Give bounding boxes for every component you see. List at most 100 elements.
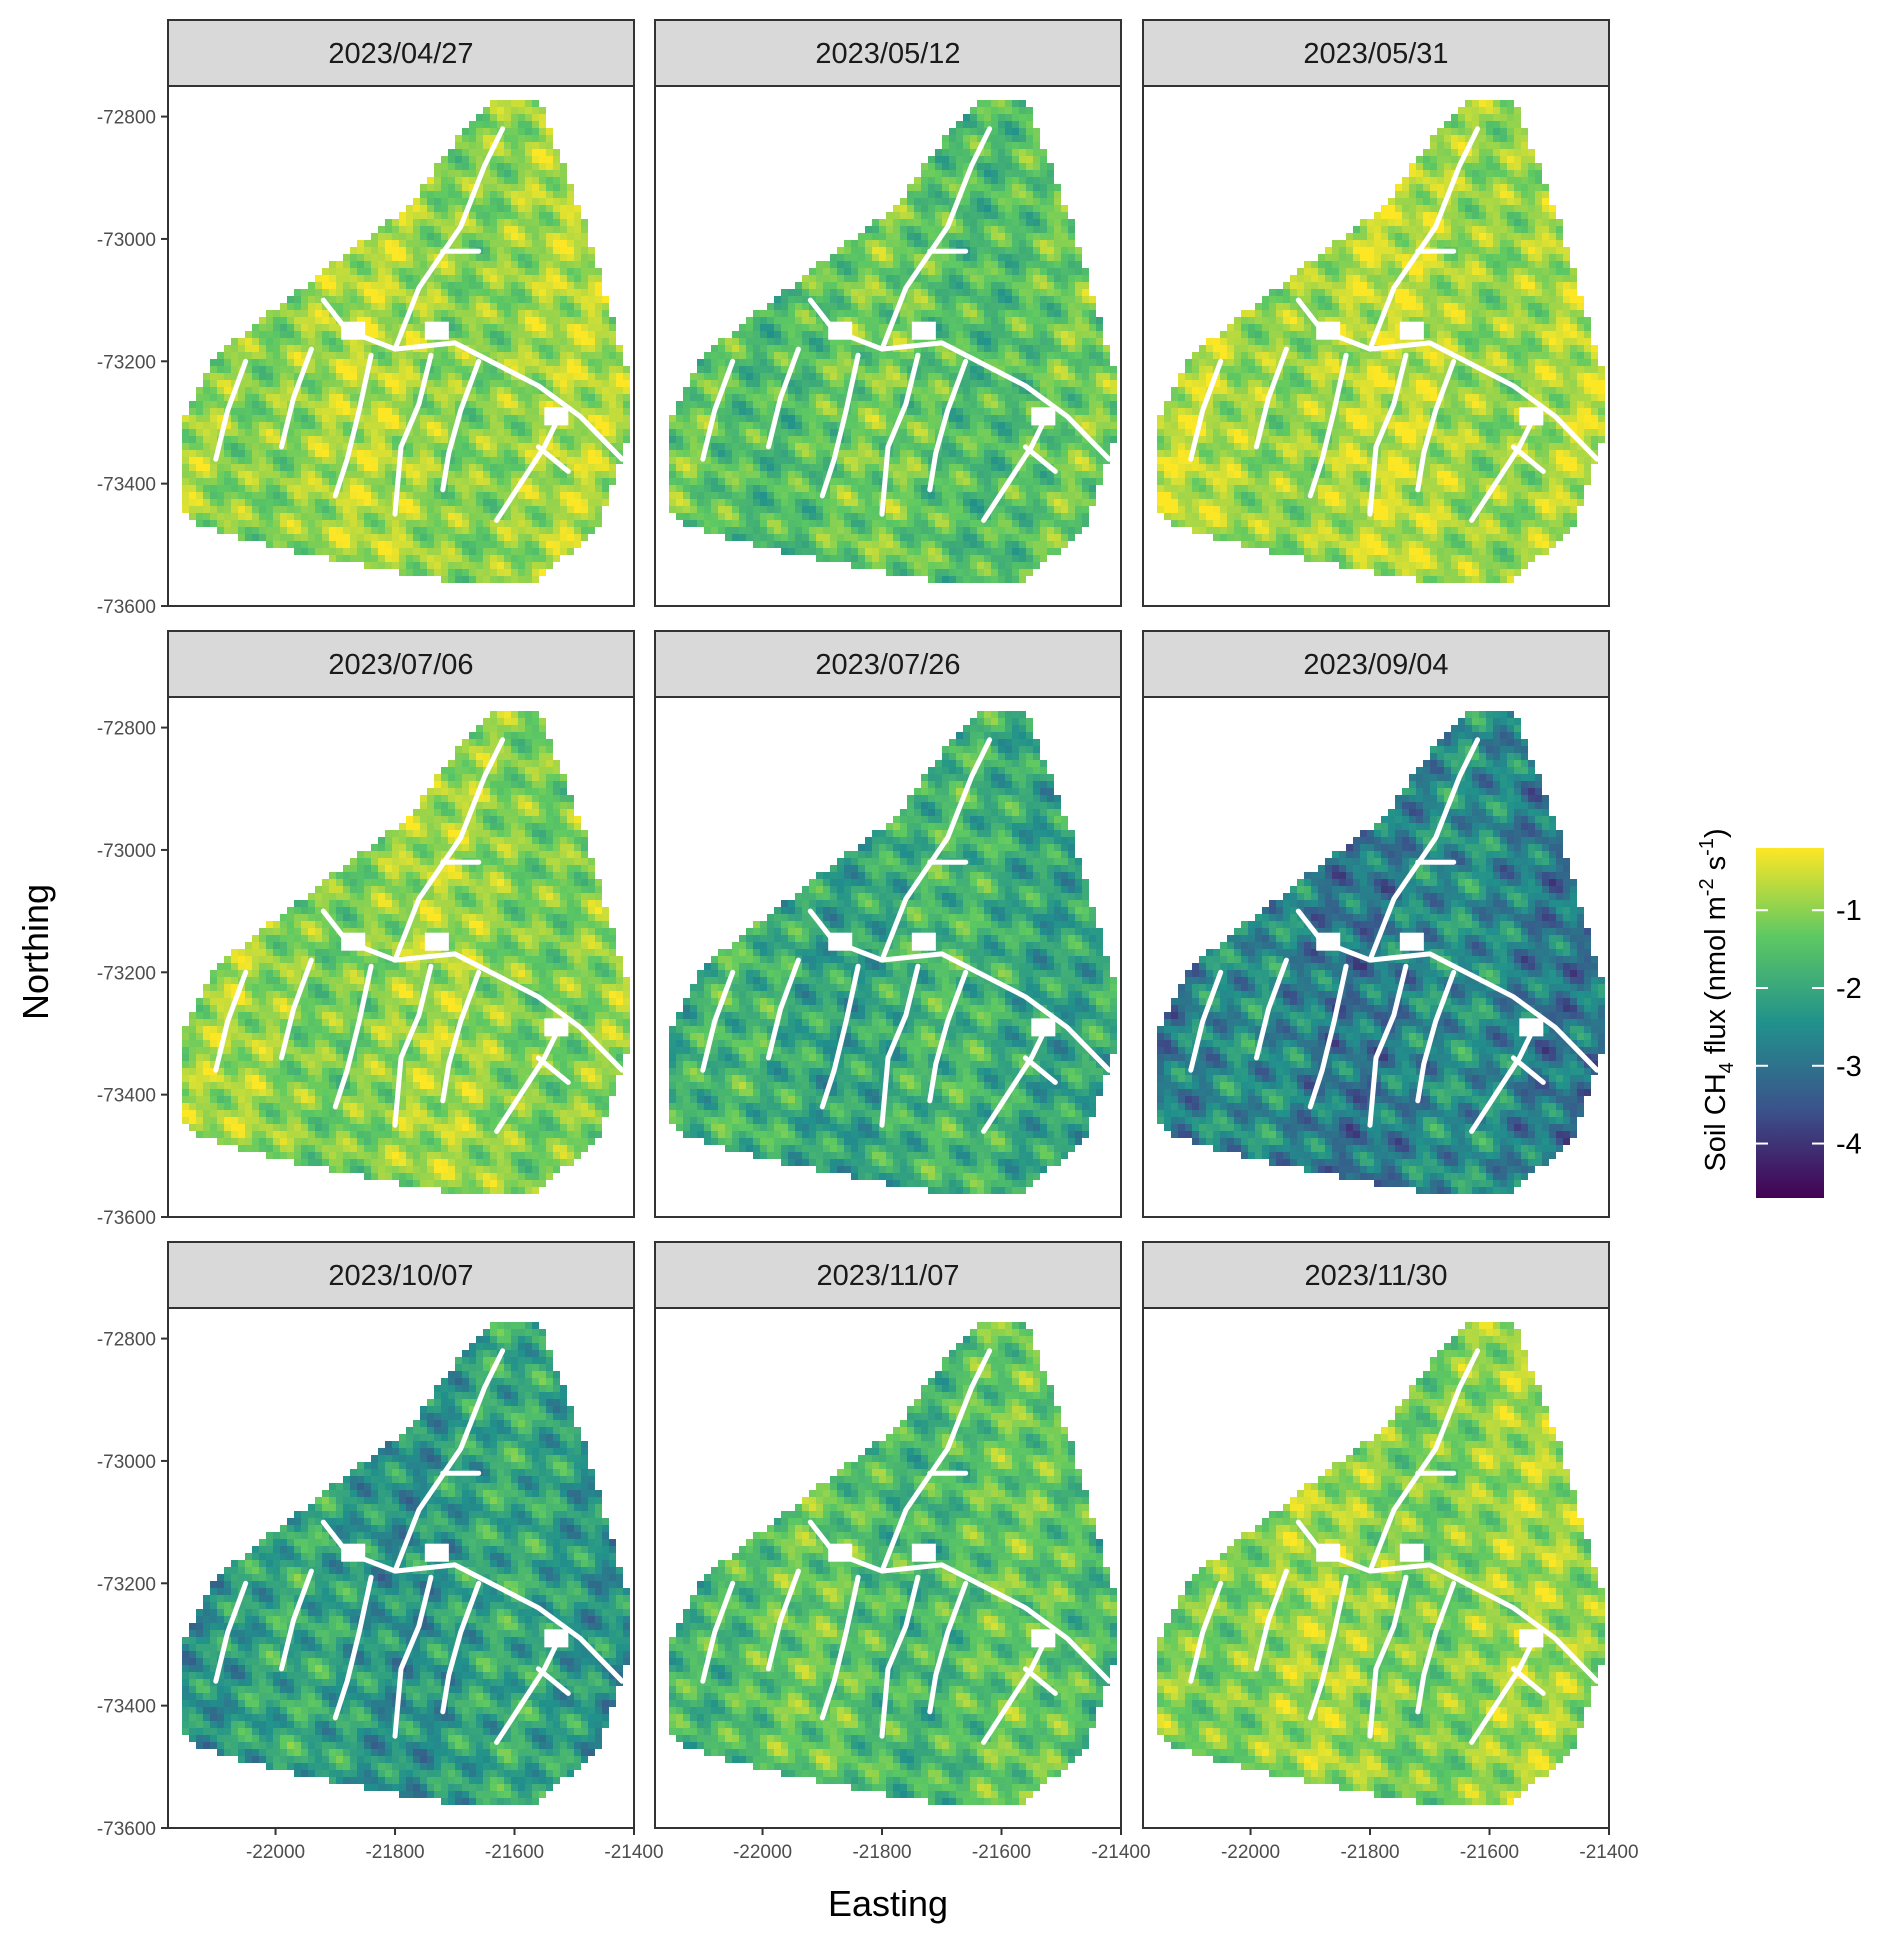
raster-cell (483, 107, 490, 114)
raster-cell (532, 170, 539, 177)
raster-cell (984, 268, 991, 275)
raster-cell (998, 184, 1005, 191)
raster-cell (518, 499, 525, 506)
raster-cell (1040, 352, 1047, 359)
raster-cell (991, 436, 998, 443)
raster-cell (406, 478, 413, 485)
raster-cell (977, 135, 984, 142)
raster-cell (441, 261, 448, 268)
raster-cell (949, 380, 956, 387)
raster-cell (970, 324, 977, 331)
raster-cell (476, 114, 483, 121)
raster-cell (427, 240, 434, 247)
raster-cell (427, 275, 434, 282)
raster-cell (301, 352, 308, 359)
raster-cell (560, 226, 567, 233)
raster-cell (1005, 198, 1012, 205)
raster-cell (588, 345, 595, 352)
raster-cell (560, 317, 567, 324)
raster-cell (851, 324, 858, 331)
raster-cell (483, 296, 490, 303)
raster-cell (455, 268, 462, 275)
raster-cell (539, 331, 546, 338)
raster-cell (802, 303, 809, 310)
raster-cell (539, 247, 546, 254)
raster-cell (788, 450, 795, 457)
raster-cell (1005, 163, 1012, 170)
raster-cell (809, 352, 816, 359)
raster-cell (539, 135, 546, 142)
raster-cell (399, 303, 406, 310)
raster-cell (1096, 408, 1103, 415)
raster-cell (921, 422, 928, 429)
raster-cell (406, 380, 413, 387)
raster-cell (977, 191, 984, 198)
raster-cell (455, 471, 462, 478)
raster-cell (469, 401, 476, 408)
raster-cell (1012, 422, 1019, 429)
raster-cell (189, 457, 196, 464)
raster-cell (560, 457, 567, 464)
raster-cell (448, 373, 455, 380)
raster-cell (399, 457, 406, 464)
raster-cell (991, 317, 998, 324)
raster-cell (476, 464, 483, 471)
raster-cell (602, 310, 609, 317)
raster-cell (427, 345, 434, 352)
raster-cell (1019, 282, 1026, 289)
raster-cell (322, 345, 329, 352)
raster-cell (462, 436, 469, 443)
raster-cell (1047, 394, 1054, 401)
raster-cell (588, 289, 595, 296)
raster-cell (532, 177, 539, 184)
raster-cell (462, 310, 469, 317)
raster-cell (399, 310, 406, 317)
raster-cell (907, 212, 914, 219)
raster-cell (441, 317, 448, 324)
raster-cell (301, 527, 308, 534)
raster-cell (539, 191, 546, 198)
raster-cell (329, 450, 336, 457)
raster-cell (560, 520, 567, 527)
raster-cell (497, 114, 504, 121)
raster-cell (609, 331, 616, 338)
raster-cell (308, 499, 315, 506)
raster-cell (746, 380, 753, 387)
raster-cell (949, 282, 956, 289)
raster-cell (525, 324, 532, 331)
raster-cell (364, 401, 371, 408)
raster-cell (483, 191, 490, 198)
raster-cell (189, 401, 196, 408)
raster-cell (588, 478, 595, 485)
raster-cell (760, 345, 767, 352)
raster-cell (448, 555, 455, 562)
raster-cell (1061, 303, 1068, 310)
raster-cell (252, 366, 259, 373)
raster-cell (1061, 352, 1068, 359)
raster-cell (732, 415, 739, 422)
raster-cell (872, 429, 879, 436)
raster-cell (816, 387, 823, 394)
raster-cell (441, 226, 448, 233)
raster-cell (795, 443, 802, 450)
raster-cell (364, 562, 371, 569)
raster-cell (546, 366, 553, 373)
raster-cell (469, 128, 476, 135)
raster-cell (560, 422, 567, 429)
raster-cell (893, 212, 900, 219)
raster-cell (322, 541, 329, 548)
raster-cell (609, 436, 616, 443)
raster-cell (616, 352, 623, 359)
raster-cell (823, 331, 830, 338)
raster-cell (287, 310, 294, 317)
raster-cell (588, 331, 595, 338)
raster-cell (322, 464, 329, 471)
raster-cell (595, 296, 602, 303)
raster-cell (532, 282, 539, 289)
raster-cell (476, 331, 483, 338)
raster-cell (385, 338, 392, 345)
raster-cell (518, 415, 525, 422)
raster-cell (210, 485, 217, 492)
raster-cell (1082, 380, 1089, 387)
raster-cell (378, 548, 385, 555)
